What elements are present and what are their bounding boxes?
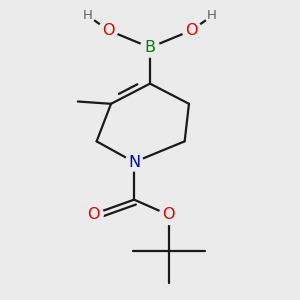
Text: O: O [163,208,175,223]
Text: H: H [83,9,93,22]
Circle shape [182,21,201,40]
Circle shape [125,153,143,171]
Text: O: O [186,23,198,38]
Circle shape [205,9,219,23]
Circle shape [159,206,178,224]
Circle shape [81,9,95,23]
Circle shape [84,205,103,224]
Circle shape [140,38,160,57]
Text: H: H [207,9,217,22]
Text: B: B [145,40,155,55]
Text: O: O [88,207,100,222]
Circle shape [99,21,118,40]
Text: N: N [128,154,140,169]
Text: O: O [102,23,114,38]
